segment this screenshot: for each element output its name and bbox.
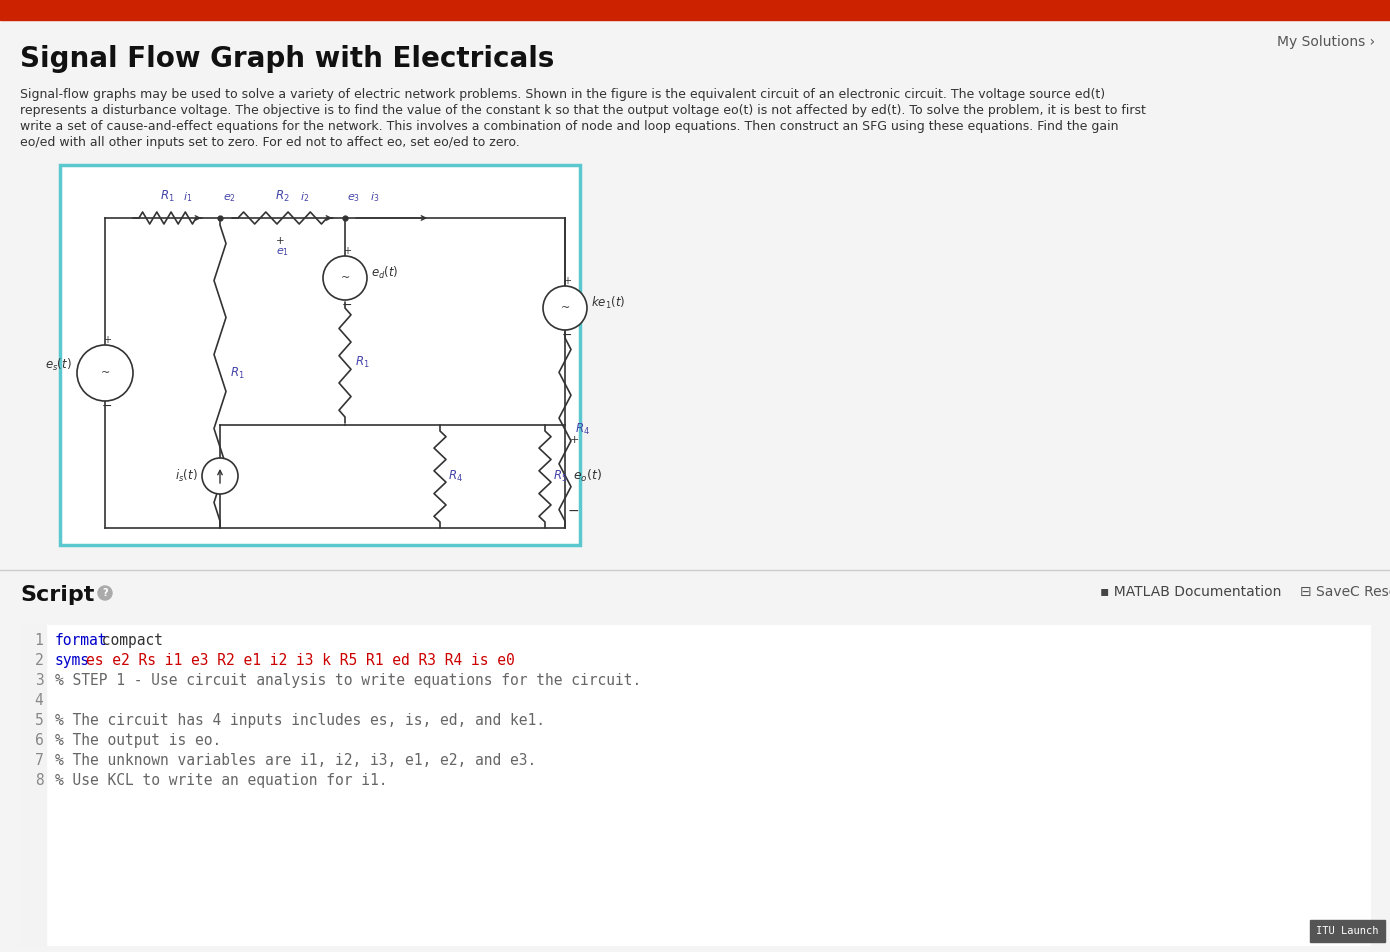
Text: write a set of cause-and-effect equations for the network. This involves a combi: write a set of cause-and-effect equation… — [19, 120, 1119, 133]
Text: % STEP 1 - Use circuit analysis to write equations for the circuit.: % STEP 1 - Use circuit analysis to write… — [56, 673, 641, 688]
Text: $R_4$: $R_4$ — [575, 422, 589, 437]
Text: 1: 1 — [35, 633, 43, 648]
Text: ▪ MATLAB Documentation: ▪ MATLAB Documentation — [1099, 585, 1282, 599]
Text: Script: Script — [19, 585, 95, 605]
Text: +: + — [343, 246, 352, 256]
Circle shape — [322, 256, 367, 300]
Text: ⊟ Save: ⊟ Save — [1300, 585, 1350, 599]
Text: es e2 Rs i1 e3 R2 e1 i2 i3 k R5 R1 ed R3 R4 is e0: es e2 Rs i1 e3 R2 e1 i2 i3 k R5 R1 ed R3… — [86, 653, 516, 668]
Text: $e_1$: $e_1$ — [277, 246, 289, 258]
Text: ~: ~ — [100, 368, 110, 378]
Text: $e_s(t)$: $e_s(t)$ — [46, 357, 72, 373]
Text: +: + — [563, 276, 571, 286]
Text: % The circuit has 4 inputs includes es, is, ed, and ke1.: % The circuit has 4 inputs includes es, … — [56, 713, 545, 728]
Text: $e_o(t)$: $e_o(t)$ — [573, 468, 602, 484]
Text: format: format — [56, 633, 107, 648]
Text: represents a disturbance voltage. The objective is to find the value of the cons: represents a disturbance voltage. The ob… — [19, 104, 1145, 117]
Text: +: + — [570, 435, 580, 445]
Text: 5: 5 — [35, 713, 43, 728]
Text: 8: 8 — [35, 773, 43, 788]
Text: C Reset: C Reset — [1350, 585, 1390, 599]
Text: $e_2$: $e_2$ — [222, 192, 236, 204]
Text: % The unknown variables are i1, i2, i3, e1, e2, and e3.: % The unknown variables are i1, i2, i3, … — [56, 753, 537, 768]
Text: Signal-flow graphs may be used to solve a variety of electric network problems. : Signal-flow graphs may be used to solve … — [19, 88, 1105, 101]
Circle shape — [99, 586, 113, 600]
Bar — [60, 165, 580, 545]
Text: 6: 6 — [35, 733, 43, 748]
Text: % Use KCL to write an equation for i1.: % Use KCL to write an equation for i1. — [56, 773, 388, 788]
Text: 2: 2 — [35, 653, 43, 668]
Text: $e_3$: $e_3$ — [348, 192, 360, 204]
Text: $e_d(t)$: $e_d(t)$ — [371, 265, 399, 281]
Text: $R_1$: $R_1$ — [229, 366, 245, 381]
Text: $R_1$: $R_1$ — [160, 188, 175, 204]
Text: $i_s(t)$: $i_s(t)$ — [175, 468, 197, 484]
Text: −: − — [569, 504, 580, 518]
Text: 3: 3 — [35, 673, 43, 688]
Text: ITU Launch: ITU Launch — [1316, 926, 1379, 936]
Text: −: − — [101, 400, 113, 412]
Text: eo/ed with all other inputs set to zero. For ed not to affect eo, set eo/ed to z: eo/ed with all other inputs set to zero.… — [19, 136, 520, 149]
Circle shape — [202, 458, 238, 494]
Text: $i_2$: $i_2$ — [300, 190, 309, 204]
Text: $R_5$: $R_5$ — [553, 468, 567, 484]
Text: 7: 7 — [35, 753, 43, 768]
Circle shape — [76, 345, 133, 401]
Text: % The output is eo.: % The output is eo. — [56, 733, 221, 748]
Text: ~: ~ — [560, 303, 570, 313]
Bar — [1309, 920, 1384, 942]
Text: $i_1$: $i_1$ — [183, 190, 192, 204]
Bar — [63, 167, 578, 543]
Text: −: − — [342, 299, 352, 311]
Text: $R_4$: $R_4$ — [448, 468, 463, 484]
Text: +: + — [103, 335, 111, 345]
Text: syms: syms — [56, 653, 90, 668]
Text: ~: ~ — [341, 273, 350, 283]
Bar — [19, 625, 1371, 945]
Bar — [0, 0, 1390, 20]
Bar — [19, 625, 46, 945]
Text: ?: ? — [103, 588, 108, 598]
Text: Signal Flow Graph with Electricals: Signal Flow Graph with Electricals — [19, 45, 555, 73]
Text: 4: 4 — [35, 693, 43, 708]
Text: $ke_1(t)$: $ke_1(t)$ — [591, 295, 626, 311]
Text: My Solutions ›: My Solutions › — [1277, 35, 1375, 49]
Text: $i_3$: $i_3$ — [370, 190, 379, 204]
Circle shape — [543, 286, 587, 330]
Text: compact: compact — [93, 633, 163, 648]
Text: −: − — [562, 328, 573, 342]
Text: $R_1$: $R_1$ — [354, 354, 370, 369]
Text: +: + — [277, 236, 285, 246]
Text: $R_2$: $R_2$ — [275, 188, 289, 204]
